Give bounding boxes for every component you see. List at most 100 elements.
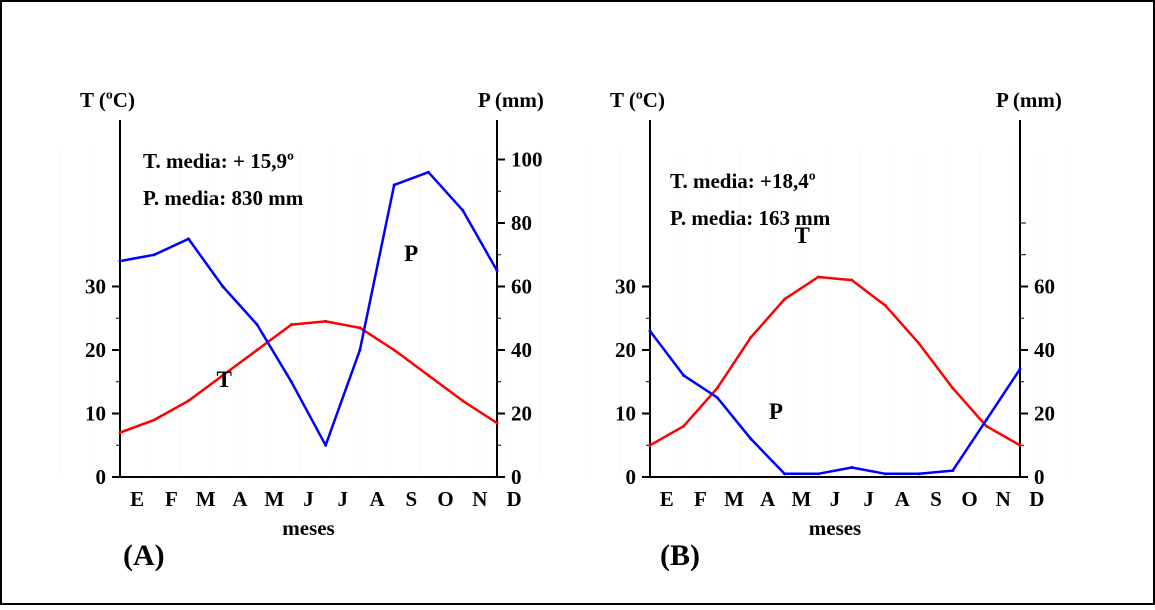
chartA-month-label: F [165,487,178,511]
chartB-series-P-point [951,469,955,473]
chartA-series-P-point [324,443,328,447]
chartB-month-label: M [791,487,811,511]
chartB-x-axis-label: meses [809,516,861,540]
chartA-series-T-point [392,348,396,352]
chartA-series-P-point [152,253,156,257]
chartA-temp-tick-label: 10 [85,402,106,426]
chartB-series-P-point [749,437,753,441]
chartA-series-T-point [187,399,191,403]
chartA-series-T-point [426,373,430,377]
chartA-month-label: O [437,487,453,511]
chartA-temp-tick-label: 0 [96,465,107,489]
chartA-series-T-point [495,421,499,425]
chartA-series-T-point [289,323,293,327]
chartB-series-T-point [917,342,921,346]
chartB-series-T-point [816,275,820,279]
chartA-series-label-T: T [217,367,232,392]
chartA-month-label: D [507,487,522,511]
chartB-precip-tick-label: 60 [1034,275,1055,299]
chartA-series-T-point [255,348,259,352]
chartA-month-label: A [369,487,385,511]
chartB-temp-tick-label: 20 [615,338,636,362]
chartB-month-label: D [1029,487,1044,511]
chartB-series-T-point [1018,443,1022,447]
chartA-temp-tick-label: 30 [85,275,106,299]
chartB-series-label-T: T [795,223,810,248]
chartA-series-label-P: P [404,241,418,266]
chartB-month-label: A [760,487,776,511]
chartA-series-P-point [187,237,191,241]
chartA-month-label: E [130,487,144,511]
chartB-series-P-point [850,465,854,469]
chartB-right-axis-title: P (mm) [996,88,1062,112]
chartB-stat-line: T. media: +18,4º [670,169,816,193]
chartA-series-P-point [426,170,430,174]
chartB-temp-tick-label: 10 [615,402,636,426]
chartA-series-T-point [461,399,465,403]
chartB-series-P-point [783,472,787,476]
chartB-series-label-P: P [769,399,783,424]
chartB-series-P-point [917,472,921,476]
chartB-month-label: J [830,487,841,511]
chartA-left-axis-title: T (ºC) [80,88,135,112]
chartB-left-axis-title: T (ºC) [610,88,665,112]
chartB-series-T-point [951,386,955,390]
chartB-series-T-point [883,304,887,308]
chartB-month-label: S [930,487,942,511]
chartB-series-P-point [883,472,887,476]
chartA-precip-tick-label: 0 [511,465,522,489]
chartB-month-label: E [660,487,674,511]
chartB-panel-label: (B) [660,539,700,572]
chartA-series-T-point [324,319,328,323]
chartA-month-label: N [472,487,487,511]
chartA-month-label: J [303,487,314,511]
chartB-series-T-point [984,424,988,428]
chartB-series-P-point [1018,367,1022,371]
chartA-precip-tick-label: 60 [511,275,532,299]
chartB-precip-tick-label: 20 [1034,402,1055,426]
chartA-right-axis-title: P (mm) [478,88,544,112]
chartA-panel-label: (A) [123,539,165,572]
chartA-series-T-point [152,418,156,422]
chartA-month-label: S [405,487,417,511]
chartA-precip-tick-label: 40 [511,338,532,362]
chartA-month-label: A [232,487,248,511]
chartA-series-T-line [119,320,498,434]
chartB-series-P-line [649,330,1022,476]
chartA-temp-tick-label: 20 [85,338,106,362]
chartA-series-P-point [392,183,396,187]
chartB-month-label: A [895,487,911,511]
chartA-series-T-point [118,431,122,435]
chartA-month-label: M [196,487,216,511]
chartA-series-P-line [119,170,499,447]
chartA-x-axis-label: meses [282,516,334,540]
chartA-series-P-point [221,285,225,288]
chartB-precip-tick-label: 0 [1034,465,1045,489]
chartB-temp-tick-label: 30 [615,275,636,299]
chartA-month-label: J [338,487,349,511]
chartA-series-P-point [461,208,465,212]
chartA-month-label: M [264,487,284,511]
chartB-series-T-point [648,443,652,447]
chartB-month-label: J [863,487,874,511]
chartB-series-P-point [816,472,820,476]
chartB-series-P-point [715,396,719,400]
chartB-series-T-point [783,297,787,301]
chartA-series-P-point [358,348,362,352]
chartB-precip-tick-label: 40 [1034,338,1055,362]
chartB-series-T-point [715,386,719,390]
chartA-series-T-point [221,373,225,377]
chartA-series-T-point [358,326,362,330]
chartA-stat-line: P. media: 830 mm [143,186,304,210]
chartB-month-label: O [961,487,977,511]
chartA-series-P-point [118,259,122,263]
chartB-series-T-line [649,275,1021,447]
chartB-month-label: F [694,487,707,511]
chartA-precip-tick-label: 100 [511,148,543,172]
chartB-series-P-point [682,373,686,377]
chartB-series-P-point [648,329,652,333]
chartB-temp-tick-label: 0 [626,465,637,489]
